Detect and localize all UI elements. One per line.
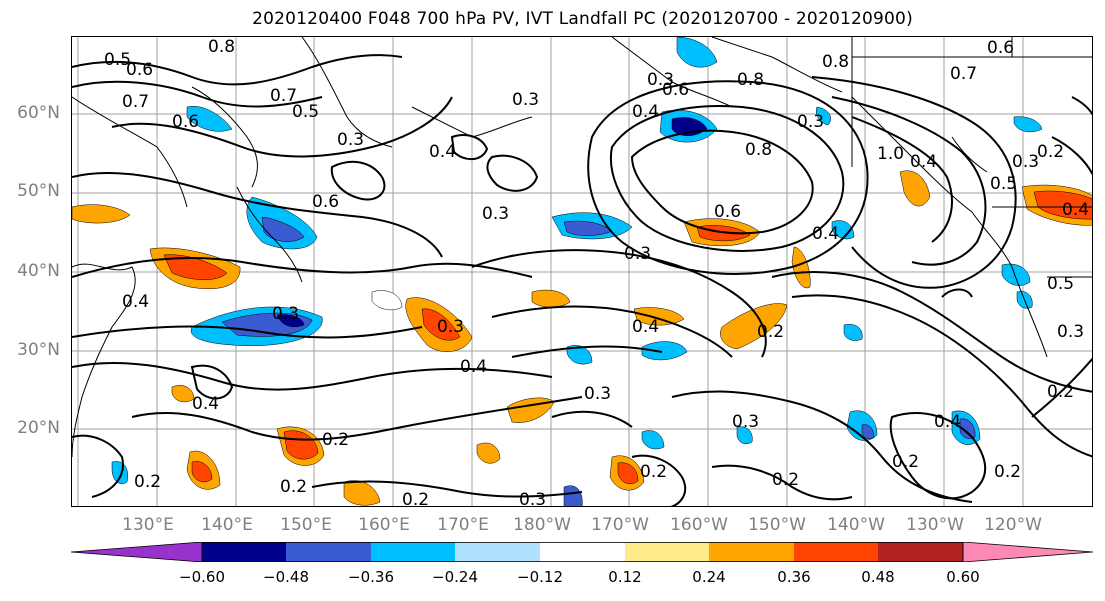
lon-label-140w: 140°W xyxy=(827,515,885,535)
contour-label: 0.3 xyxy=(624,244,651,264)
contour-label: 0.3 xyxy=(732,412,759,432)
lon-label-170e: 170°E xyxy=(437,515,489,535)
contour-label: 0.3 xyxy=(1012,152,1039,172)
colorbar-segment xyxy=(371,542,455,562)
contour-label: 0.2 xyxy=(994,462,1021,482)
contour-label: 0.3 xyxy=(1057,322,1084,342)
colorbar-tick: −0.24 xyxy=(432,568,478,586)
contour-label: 0.2 xyxy=(1047,382,1074,402)
colorbar xyxy=(71,542,1093,562)
colorbar-segment xyxy=(71,542,203,562)
contour-label: 0.8 xyxy=(208,37,235,57)
colorbar-tick: −0.60 xyxy=(179,568,225,586)
contour-label: 0.2 xyxy=(772,470,799,490)
colorbar-tick: 0.12 xyxy=(608,568,642,586)
contour-label: 0.6 xyxy=(172,112,199,132)
lon-label-160w: 160°W xyxy=(670,515,728,535)
colorbar-segment xyxy=(878,542,963,562)
colorbar-tick: 0.48 xyxy=(861,568,895,586)
map-canvas: 0.5 0.6 0.7 0.6 0.8 0.7 0.5 0.3 0.4 0.3 … xyxy=(72,37,1092,507)
contour-label: 0.3 xyxy=(512,90,539,110)
colorbar-tick: −0.12 xyxy=(517,568,563,586)
lat-label-60n: 60°N xyxy=(17,103,60,123)
contour-label: 0.4 xyxy=(122,292,149,312)
colorbar-tick: 0.60 xyxy=(946,568,980,586)
contour-label: 0.4 xyxy=(460,357,487,377)
contour-label: 0.2 xyxy=(280,477,307,497)
contour-label: 0.4 xyxy=(1062,200,1089,220)
map-panel: 0.5 0.6 0.7 0.6 0.8 0.7 0.5 0.3 0.4 0.3 … xyxy=(71,36,1093,507)
contour-label: 0.8 xyxy=(822,52,849,72)
lon-label-160e: 160°E xyxy=(358,515,410,535)
colorbar-segment xyxy=(794,542,878,562)
contour-label: 0.5 xyxy=(990,174,1017,194)
lon-label-150w: 150°W xyxy=(748,515,806,535)
colorbar-segment xyxy=(202,542,286,562)
contour-label: 0.2 xyxy=(1037,142,1064,162)
contour-label: 0.6 xyxy=(987,38,1014,58)
colorbar-segment xyxy=(286,542,371,562)
contour-label: 0.4 xyxy=(910,152,937,172)
contour-labels: 0.5 0.6 0.7 0.6 0.8 0.7 0.5 0.3 0.4 0.3 … xyxy=(104,37,1089,507)
contour-label: 0.4 xyxy=(632,317,659,337)
contour-label: 0.4 xyxy=(812,224,839,244)
contour-label: 0.3 xyxy=(584,384,611,404)
pv-contours xyxy=(72,54,1092,506)
colorbar-tick: −0.48 xyxy=(263,568,309,586)
colorbar-tick: 0.36 xyxy=(777,568,811,586)
lat-label-30n: 30°N xyxy=(17,340,60,360)
contour-label: 0.4 xyxy=(429,142,456,162)
contour-label: 0.3 xyxy=(272,304,299,324)
lon-label-130e: 130°E xyxy=(122,515,174,535)
lon-label-120w: 120°W xyxy=(984,515,1042,535)
lon-label-150e: 150°E xyxy=(280,515,332,535)
lon-label-180w: 180°W xyxy=(513,515,571,535)
lat-label-50n: 50°N xyxy=(17,181,60,201)
contour-label: 0.4 xyxy=(632,102,659,122)
contour-label: 0.2 xyxy=(757,322,784,342)
contour-label: 0.3 xyxy=(797,112,824,132)
colorbar-segment xyxy=(962,542,1093,562)
colorbar-segment xyxy=(540,542,625,562)
lon-label-140e: 140°E xyxy=(201,515,253,535)
contour-label: 0.3 xyxy=(519,490,546,507)
contour-label: 0.6 xyxy=(312,192,339,212)
colorbar-segment xyxy=(455,542,540,562)
contour-label: 0.2 xyxy=(640,462,667,482)
contour-label: 0.4 xyxy=(934,412,961,432)
colorbar-tick: −0.36 xyxy=(348,568,394,586)
contour-label: 0.6 xyxy=(714,202,741,222)
contour-label: 0.2 xyxy=(322,430,349,450)
contour-label: 0.6 xyxy=(126,60,153,80)
contour-label: 1.0 xyxy=(877,144,904,164)
contour-label: 0.3 xyxy=(482,204,509,224)
lat-label-40n: 40°N xyxy=(17,261,60,281)
contour-label: 0.3 xyxy=(337,130,364,150)
colorbar-tick: 0.24 xyxy=(692,568,726,586)
map-title: 2020120400 F048 700 hPa PV, IVT Landfall… xyxy=(252,9,913,29)
contour-label: 0.7 xyxy=(270,86,297,106)
contour-label: 0.8 xyxy=(737,70,764,90)
contour-label: 0.3 xyxy=(437,317,464,337)
contour-label: 0.5 xyxy=(104,50,131,70)
contour-label: 0.5 xyxy=(292,102,319,122)
lat-label-20n: 20°N xyxy=(17,418,60,438)
contour-label: 0.7 xyxy=(950,64,977,84)
coastlines xyxy=(72,37,1092,458)
contour-label: 0.5 xyxy=(1047,274,1074,294)
contour-label: 0.3 xyxy=(647,70,674,90)
colorbar-segment xyxy=(625,542,709,562)
contour-label: 0.2 xyxy=(134,472,161,492)
lon-label-170w: 170°W xyxy=(591,515,649,535)
colorbar-segment xyxy=(709,542,794,562)
contour-label: 0.2 xyxy=(402,490,429,507)
lon-label-130w: 130°W xyxy=(906,515,964,535)
contour-label: 0.6 xyxy=(662,80,689,100)
contour-label: 0.8 xyxy=(745,140,772,160)
contour-label: 0.7 xyxy=(122,92,149,112)
contour-label: 0.4 xyxy=(192,394,219,414)
contour-label: 0.2 xyxy=(892,452,919,472)
